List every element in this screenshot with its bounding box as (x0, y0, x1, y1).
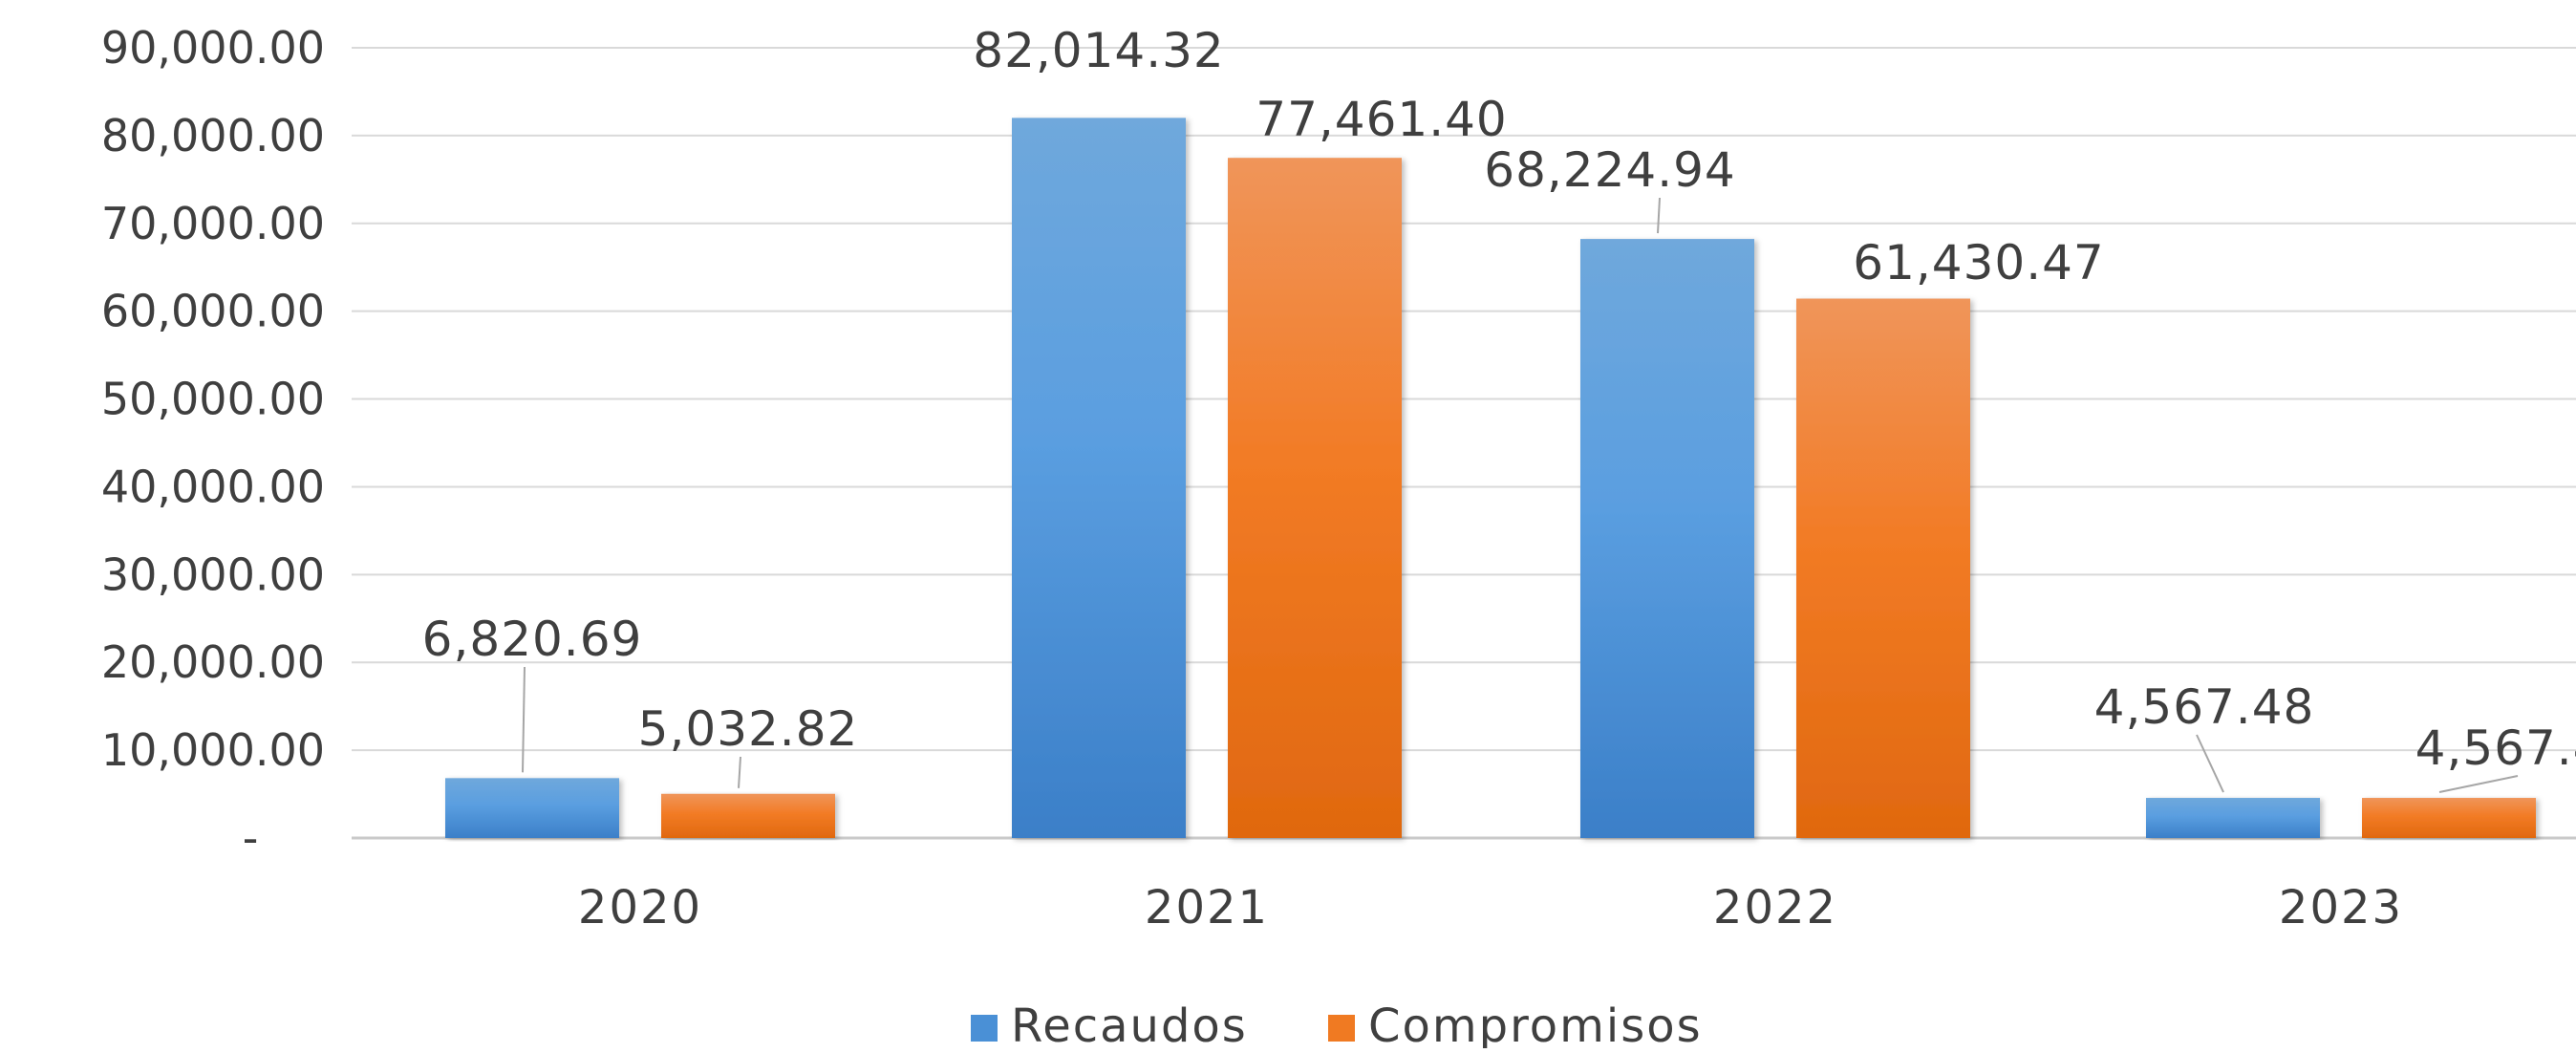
data-label-recaudos-2023: 4,567.48 (2094, 679, 2315, 735)
data-label-compromisos-2020: 5,032.82 (638, 701, 859, 757)
x-tick-label: 2022 (1713, 881, 1837, 935)
data-label-recaudos-2021: 82,014.32 (973, 23, 1224, 78)
legend-label-recaudos: Recaudos (1011, 999, 1248, 1048)
leader-line (522, 666, 526, 773)
y-tick-label: 80,000.00 (101, 110, 325, 161)
x-tick-label: 2023 (2279, 881, 2403, 935)
data-label-leaders (522, 197, 2519, 794)
legend-swatch-compromisos (1328, 1015, 1355, 1042)
y-tick-label: 10,000.00 (101, 724, 325, 776)
data-labels: 6,820.69 82,014.32 68,224.94 4,567.48 5,032.… (422, 23, 2576, 776)
bar-compromisos-2021 (1228, 158, 1402, 838)
y-tick-label: 90,000.00 (101, 22, 325, 74)
data-label-compromisos-2023: 4,567.48 (2415, 720, 2576, 776)
legend-swatch-recaudos (971, 1015, 998, 1042)
legend-label-compromisos: Compromisos (1368, 999, 1703, 1048)
bar-recaudos-2023 (2146, 798, 2320, 838)
leader-line (1657, 197, 1661, 234)
data-label-compromisos-2021: 77,461.40 (1256, 92, 1507, 147)
y-tick-label: 40,000.00 (101, 461, 325, 512)
bar-compromisos-2020 (661, 793, 835, 838)
bar-recaudos-2021 (1012, 118, 1186, 839)
y-tick-label: 30,000.00 (101, 548, 325, 600)
bar-recaudos-2020 (445, 778, 619, 838)
leader-line (2438, 775, 2519, 794)
data-label-recaudos-2020: 6,820.69 (422, 612, 643, 667)
leader-line (2196, 734, 2224, 793)
bars (445, 118, 2536, 839)
x-tick-label: 2020 (578, 881, 702, 935)
bar-compromisos-2022 (1796, 298, 1970, 839)
y-tick-label: 50,000.00 (101, 374, 325, 425)
y-tick-label: 60,000.00 (101, 286, 325, 337)
bar-compromisos-2023 (2362, 798, 2536, 838)
bar-recaudos-2022 (1580, 239, 1754, 838)
data-label-compromisos-2022: 61,430.47 (1853, 235, 2104, 290)
gridlines (352, 47, 2576, 840)
legend: Recaudos Compromisos (971, 999, 1703, 1053)
leader-line (738, 756, 741, 788)
y-tick-label: 70,000.00 (101, 198, 325, 249)
data-label-recaudos-2022: 68,224.94 (1484, 142, 1735, 198)
x-axis-tick-labels: 2020 2021 2022 2023 (578, 881, 2403, 935)
x-tick-label: 2021 (1145, 881, 1269, 935)
y-tick-label: 20,000.00 (101, 636, 325, 688)
y-tick-label: - (243, 812, 259, 864)
y-axis-tick-labels: - 10,000.00 20,000.00 30,000.00 40,000.00 50,… (101, 22, 325, 864)
